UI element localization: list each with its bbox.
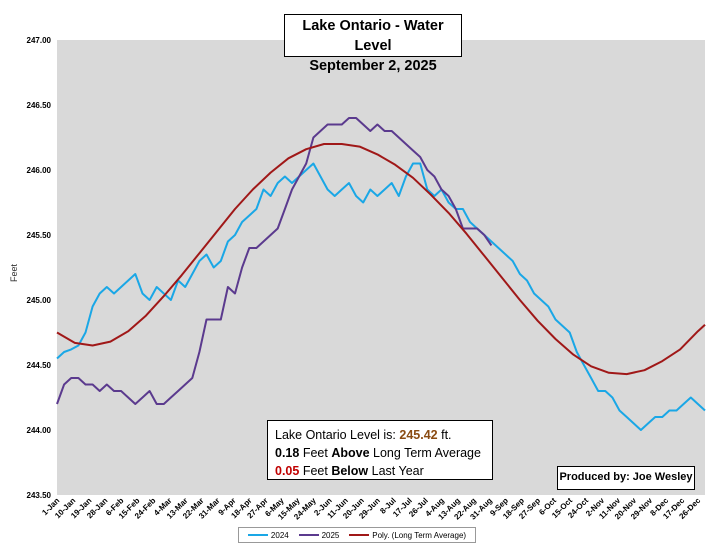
y-tick-label: 244.50 [27, 361, 52, 370]
above-prefix: Feet [302, 446, 328, 460]
legend: 2024 2025 Poly. (Long Term Average) [238, 527, 476, 543]
series-line-2025 [56, 117, 493, 405]
level-unit: ft. [441, 428, 452, 442]
title-line-2: September 2, 2025 [309, 58, 437, 74]
y-tick-label: 243.50 [27, 491, 52, 500]
series-line-average [56, 143, 706, 376]
legend-swatch-2025 [298, 534, 319, 536]
y-axis-label: Feet [9, 263, 20, 283]
legend-label-2025: 2025 [321, 530, 340, 540]
below-value: 0.05 [275, 464, 300, 478]
legend-swatch-average [349, 534, 370, 536]
level-label: Lake Ontario Level is: [275, 428, 396, 442]
level-info-box: Lake Ontario Level is: 245.42 ft. 0.18 F… [267, 420, 493, 480]
level-value: 245.42 [399, 428, 438, 442]
credit-box: Produced by: Joe Wesley [557, 466, 695, 490]
legend-item-average: Poly. (Long Term Average) [349, 531, 466, 540]
legend-label-2024: 2024 [270, 530, 289, 540]
plot-area [57, 40, 705, 495]
legend-swatch-2024 [247, 534, 268, 536]
above-average-line: 0.18 Feet Above Long Term Average [275, 444, 492, 462]
above-suffix: Long Term Average [373, 446, 481, 460]
title-line-1: Lake Ontario - Water Level [302, 18, 444, 54]
y-tick-label: 244.00 [27, 426, 52, 435]
series-lines [56, 117, 706, 431]
below-last-year-line: 0.05 Feet Below Last Year [275, 462, 492, 480]
below-prefix: Feet [302, 464, 328, 478]
legend-item-2025: 2025 [298, 530, 340, 540]
level-line: Lake Ontario Level is: 245.42 ft. [275, 426, 492, 444]
y-tick-label: 245.50 [27, 231, 52, 240]
below-word: Below [331, 464, 369, 478]
below-suffix: Last Year [371, 464, 424, 478]
y-tick-label: 246.00 [27, 166, 52, 175]
y-tick-label: 247.00 [27, 36, 52, 45]
above-word: Above [331, 446, 370, 460]
legend-label-average: Poly. (Long Term Average) [372, 530, 467, 540]
legend-item-2024: 2024 [247, 530, 289, 540]
y-tick-label: 246.50 [27, 101, 52, 110]
y-axis: 247.00 246.50 246.00 245.50 245.00 244.50 244.… [27, 36, 52, 500]
y-tick-label: 245.00 [27, 296, 52, 305]
chart-title: Lake Ontario - Water Level September 2, … [284, 14, 462, 74]
x-axis: 1-Jan10-Jan19-Jan28-Jan6-Feb15-Feb24-Feb… [40, 496, 702, 522]
above-value: 0.18 [275, 446, 300, 460]
